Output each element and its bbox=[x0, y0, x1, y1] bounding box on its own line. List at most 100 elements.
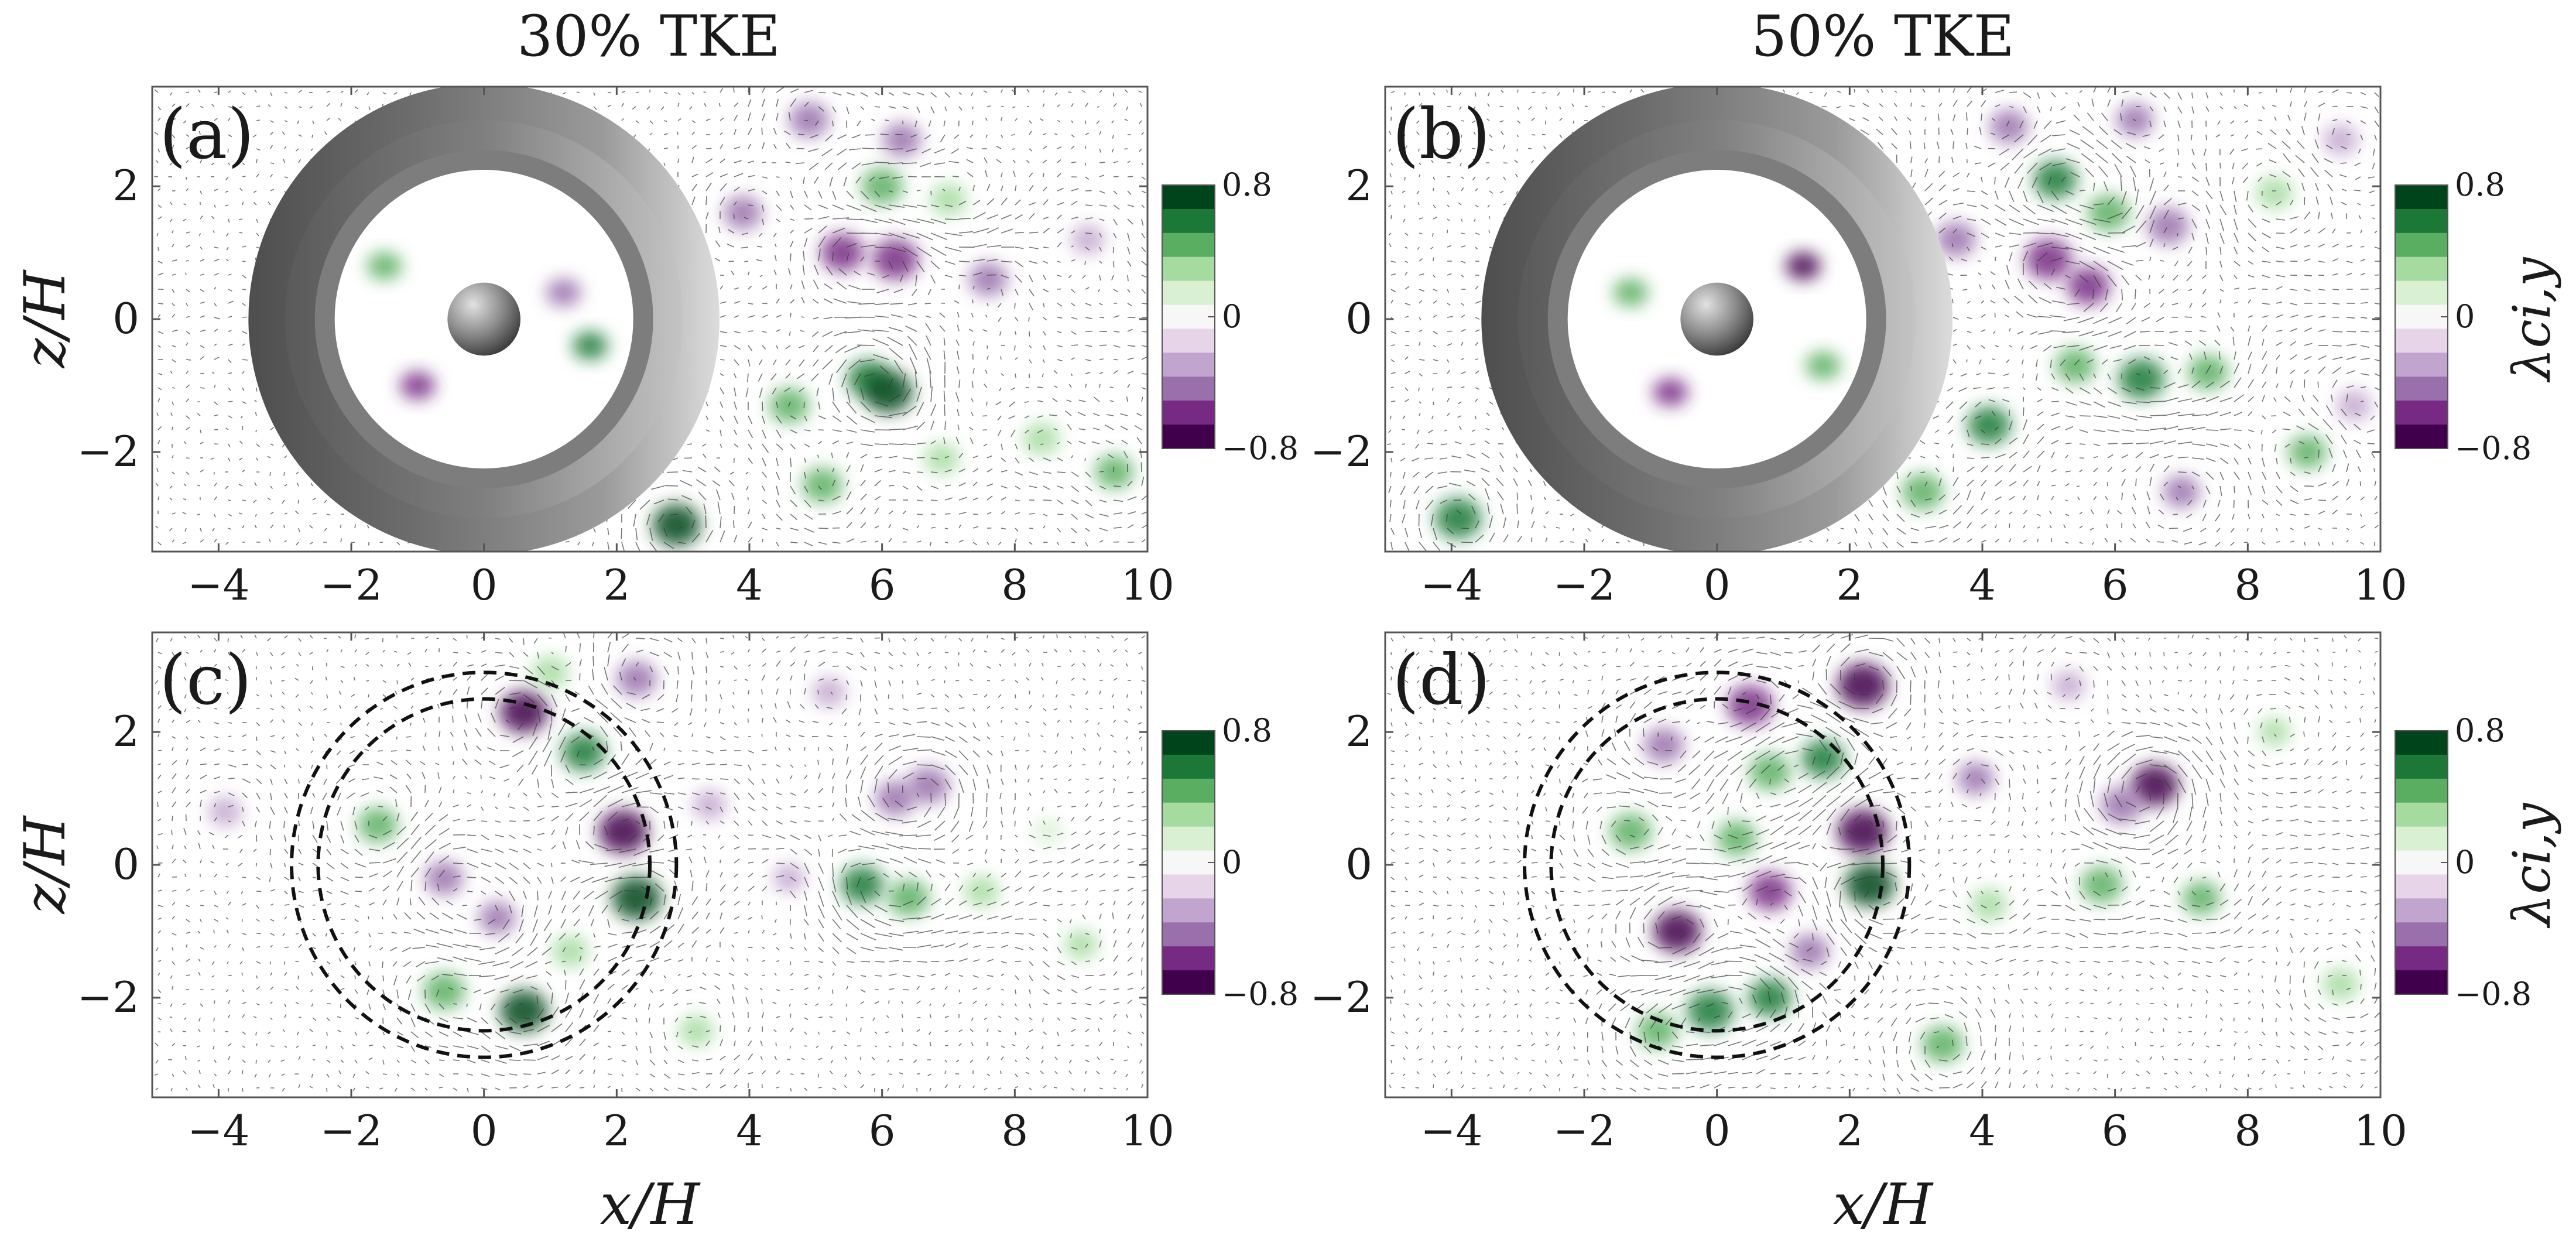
colorbar-segment bbox=[1162, 352, 1215, 377]
vector-field bbox=[154, 632, 1147, 1093]
colorbar-segment bbox=[2395, 328, 2448, 353]
y-tick-label: 2 bbox=[112, 707, 139, 756]
vortex-blob bbox=[2182, 881, 2221, 915]
vortex-blob bbox=[425, 861, 464, 895]
vortex-blob bbox=[499, 691, 548, 734]
vortex-blob bbox=[1637, 1013, 1677, 1049]
device-render bbox=[1481, 87, 1952, 552]
y-axis-label: z/H bbox=[12, 814, 78, 914]
x-tick-label: 8 bbox=[2234, 560, 2261, 610]
axis-ticks: −4 −2 0 2 4 6 8 10 2 0 −2 bbox=[77, 632, 1174, 1155]
colorbar-segment bbox=[2395, 946, 2448, 971]
colorbar-segment bbox=[1162, 802, 1215, 827]
vortex-blob bbox=[2258, 718, 2290, 747]
vortex-blob bbox=[2051, 670, 2085, 700]
vortex-blob bbox=[1727, 685, 1773, 726]
y-tick-label: 2 bbox=[1345, 161, 1372, 210]
vortex-blob bbox=[2322, 968, 2359, 1001]
colorbar-label: λci,y bbox=[2502, 256, 2562, 382]
vortex-blob bbox=[875, 781, 916, 816]
axis-ticks: −4 −2 0 2 4 6 8 10 2 0 −2 bbox=[1310, 632, 2407, 1155]
vortex-blob bbox=[773, 864, 805, 892]
vortex-blob bbox=[551, 935, 589, 968]
vortex-blob bbox=[2055, 348, 2095, 384]
panel-label: (b) bbox=[1392, 94, 1491, 174]
vortex-blob bbox=[479, 902, 516, 935]
vortex-blob bbox=[1095, 455, 1133, 489]
y-tick-label: 0 bbox=[112, 840, 139, 889]
vortex-blob bbox=[969, 262, 1008, 296]
dashed-circles bbox=[290, 670, 679, 1059]
vortex-blob bbox=[1748, 978, 1792, 1017]
colorbar-segment bbox=[1162, 826, 1215, 851]
vortex-blob bbox=[865, 371, 913, 413]
x-tick-label: −2 bbox=[1553, 1106, 1615, 1155]
vortex-blob bbox=[1971, 888, 2008, 921]
x-tick-label: 6 bbox=[869, 560, 896, 610]
colorbar-segment bbox=[2395, 874, 2448, 899]
colorbar-segment bbox=[1162, 754, 1215, 779]
device-render bbox=[248, 87, 720, 552]
vortex-blob bbox=[789, 102, 829, 138]
vortex-blob bbox=[2067, 266, 2111, 305]
y-tick-label: 0 bbox=[112, 294, 139, 343]
vortex-blob bbox=[2101, 786, 2143, 824]
inner-vortex bbox=[573, 331, 608, 360]
colorbar-segment bbox=[2395, 232, 2448, 258]
dashed-circles bbox=[1523, 670, 1912, 1059]
vortex-blob bbox=[1844, 863, 1895, 907]
vortex-blob bbox=[1687, 990, 1734, 1032]
vortex-blob bbox=[208, 797, 242, 827]
vortex-blob bbox=[2087, 194, 2129, 231]
vortex-blob bbox=[1989, 109, 2028, 143]
vortex-blob bbox=[820, 234, 864, 272]
x-tick-label: 8 bbox=[1001, 560, 1028, 610]
x-tick-label: 10 bbox=[2354, 1106, 2407, 1155]
vortex-blob bbox=[1023, 422, 1060, 455]
vortex-blob bbox=[2033, 160, 2077, 199]
hub-sphere bbox=[447, 282, 521, 356]
vorticity-field bbox=[1609, 663, 2359, 1063]
colorbar-segment bbox=[2395, 970, 2448, 995]
inner-dashed-circle bbox=[316, 697, 652, 1033]
vortex-blob bbox=[888, 879, 930, 916]
x-tick-label: −4 bbox=[1420, 1106, 1482, 1155]
vortex-blob bbox=[1748, 872, 1792, 911]
velocity-vectors bbox=[1387, 633, 2380, 1094]
colorbar-tick-label: 0.8 bbox=[2455, 712, 2505, 749]
vortex-blob bbox=[499, 990, 548, 1032]
colorbar-segment bbox=[1162, 232, 1215, 258]
vortex-blob bbox=[616, 661, 657, 697]
colorbar-segment bbox=[1162, 256, 1215, 282]
y-tick-label: −2 bbox=[77, 427, 139, 476]
x-tick-label: 2 bbox=[603, 560, 630, 610]
y-tick-label: −2 bbox=[1310, 973, 1372, 1022]
colorbar-segment bbox=[2395, 778, 2448, 803]
vortex-blob bbox=[924, 443, 960, 474]
x-tick-label: −2 bbox=[320, 1106, 382, 1155]
colorbar-tick-label: 0.8 bbox=[2455, 166, 2505, 203]
x-tick-label: 4 bbox=[1969, 560, 1996, 610]
vortex-blob bbox=[2118, 358, 2165, 399]
vortex-blob bbox=[2188, 354, 2228, 390]
vortex-blob bbox=[1644, 727, 1684, 763]
colorbar-segment bbox=[2395, 377, 2448, 401]
x-tick-label: 10 bbox=[1121, 1106, 1174, 1155]
vortex-blob bbox=[679, 1015, 714, 1046]
colorbar-segment bbox=[1162, 425, 1215, 449]
inner-vortex bbox=[1653, 378, 1688, 406]
x-tick-label: 8 bbox=[2234, 1106, 2261, 1155]
x-tick-label: 2 bbox=[1836, 560, 1863, 610]
vortex-blob bbox=[2081, 866, 2123, 904]
inner-vortex bbox=[546, 278, 581, 307]
colorbar-tick-label: 0 bbox=[1222, 844, 1242, 881]
y-tick-label: 2 bbox=[112, 161, 139, 210]
vortex-blob bbox=[2256, 176, 2293, 210]
vortex-blob bbox=[1967, 406, 2011, 444]
y-tick-label: 2 bbox=[1345, 707, 1372, 756]
axis-ticks: −4 −2 0 2 4 6 8 10 2 0 −2 bbox=[1310, 87, 2407, 610]
colorbar-segment bbox=[2395, 304, 2448, 329]
colorbar-segment bbox=[1162, 898, 1215, 923]
colorbar-segment bbox=[2395, 425, 2448, 449]
vortex-blob bbox=[652, 504, 701, 546]
